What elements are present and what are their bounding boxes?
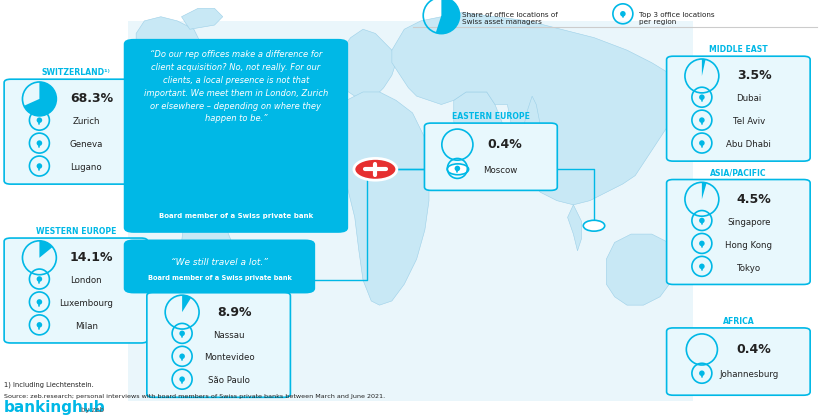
Ellipse shape: [699, 264, 705, 269]
Polygon shape: [454, 92, 503, 167]
Text: Top 3 office locations
per region: Top 3 office locations per region: [639, 12, 715, 25]
Ellipse shape: [699, 117, 705, 123]
Polygon shape: [606, 234, 676, 305]
Text: Johannesburg: Johannesburg: [719, 370, 779, 380]
Polygon shape: [516, 96, 540, 176]
Ellipse shape: [36, 140, 42, 146]
Text: Share of office locations of
Swiss asset managers: Share of office locations of Swiss asset…: [462, 12, 558, 25]
Text: Nassau: Nassau: [214, 331, 245, 339]
Text: Abu Dhabi: Abu Dhabi: [726, 140, 771, 149]
Text: bankinghub: bankinghub: [4, 400, 106, 415]
Text: Zurich: Zurich: [73, 117, 100, 126]
Text: WESTERN EUROPE: WESTERN EUROPE: [35, 227, 116, 236]
Polygon shape: [40, 241, 53, 258]
Polygon shape: [568, 205, 582, 251]
Text: SWITZERLAND¹⁾: SWITZERLAND¹⁾: [41, 68, 111, 77]
Ellipse shape: [36, 117, 42, 123]
Text: Dubai: Dubai: [736, 94, 761, 103]
Text: “Do our rep offices make a difference for
client acquisition? No, not really. Fo: “Do our rep offices make a difference fo…: [144, 50, 328, 123]
Text: AFRICA: AFRICA: [723, 317, 754, 326]
Text: Tel Aviv: Tel Aviv: [733, 117, 765, 126]
Ellipse shape: [36, 163, 42, 169]
Polygon shape: [182, 209, 235, 347]
Text: Singapore: Singapore: [727, 218, 771, 227]
Polygon shape: [702, 59, 705, 76]
Ellipse shape: [620, 11, 625, 17]
Text: Board member of a Swiss private bank: Board member of a Swiss private bank: [148, 275, 291, 281]
FancyBboxPatch shape: [147, 293, 290, 397]
FancyBboxPatch shape: [4, 238, 148, 343]
Text: by zeb: by zeb: [81, 408, 104, 413]
Ellipse shape: [699, 94, 705, 100]
Text: Geneva: Geneva: [69, 140, 103, 149]
Polygon shape: [338, 29, 396, 100]
Ellipse shape: [179, 331, 185, 336]
Text: Montevideo: Montevideo: [204, 354, 254, 362]
Circle shape: [447, 164, 469, 175]
Text: Board member of a Swiss private bank: Board member of a Swiss private bank: [159, 214, 313, 219]
Text: Moscow: Moscow: [483, 166, 517, 175]
Polygon shape: [392, 13, 681, 205]
FancyBboxPatch shape: [667, 328, 810, 395]
Text: ASIA/PACIFIC: ASIA/PACIFIC: [710, 168, 766, 177]
Text: “We still travel a lot.”: “We still travel a lot.”: [171, 258, 268, 267]
Text: 14.1%: 14.1%: [70, 251, 113, 264]
Ellipse shape: [699, 241, 705, 246]
Polygon shape: [182, 8, 223, 29]
Circle shape: [354, 158, 397, 180]
Ellipse shape: [36, 299, 42, 305]
Text: 1) Including Liechtenstein.: 1) Including Liechtenstein.: [4, 381, 94, 388]
Text: 4.5%: 4.5%: [737, 193, 771, 206]
Polygon shape: [24, 82, 56, 116]
FancyBboxPatch shape: [424, 123, 558, 191]
Text: 68.3%: 68.3%: [70, 92, 113, 105]
Polygon shape: [194, 209, 215, 226]
Circle shape: [583, 220, 605, 231]
Polygon shape: [342, 92, 429, 305]
Text: 8.9%: 8.9%: [217, 306, 252, 319]
FancyBboxPatch shape: [128, 21, 693, 401]
Polygon shape: [136, 17, 202, 217]
Text: 0.4%: 0.4%: [488, 138, 522, 151]
Text: Tokyo: Tokyo: [737, 263, 761, 273]
Text: EASTERN EUROPE: EASTERN EUROPE: [452, 112, 530, 121]
Ellipse shape: [699, 218, 705, 223]
FancyBboxPatch shape: [4, 79, 148, 184]
Text: 3.5%: 3.5%: [737, 69, 771, 82]
Text: 0.4%: 0.4%: [737, 343, 771, 356]
Circle shape: [233, 279, 254, 290]
Ellipse shape: [179, 354, 185, 359]
FancyBboxPatch shape: [124, 39, 348, 233]
Text: London: London: [70, 276, 102, 285]
FancyBboxPatch shape: [667, 180, 810, 284]
FancyBboxPatch shape: [667, 56, 810, 161]
Text: MIDDLE EAST: MIDDLE EAST: [709, 45, 768, 54]
Polygon shape: [182, 295, 191, 312]
Ellipse shape: [699, 370, 705, 376]
Text: São Paulo: São Paulo: [208, 376, 250, 385]
Text: Hong Kong: Hong Kong: [725, 241, 772, 250]
Polygon shape: [436, 0, 460, 33]
Ellipse shape: [179, 377, 185, 382]
Ellipse shape: [699, 140, 705, 146]
FancyBboxPatch shape: [124, 240, 315, 293]
Text: Milan: Milan: [75, 322, 98, 331]
Text: Lugano: Lugano: [70, 163, 102, 172]
Ellipse shape: [36, 276, 42, 282]
Polygon shape: [702, 182, 706, 199]
Text: Luxembourg: Luxembourg: [59, 299, 113, 308]
Ellipse shape: [455, 166, 460, 171]
Text: SOUTH AMERICA: SOUTH AMERICA: [182, 281, 255, 290]
Text: Source: zeb.research; personal interviews with board members of Swiss private ba: Source: zeb.research; personal interview…: [4, 394, 385, 399]
Ellipse shape: [36, 322, 42, 328]
